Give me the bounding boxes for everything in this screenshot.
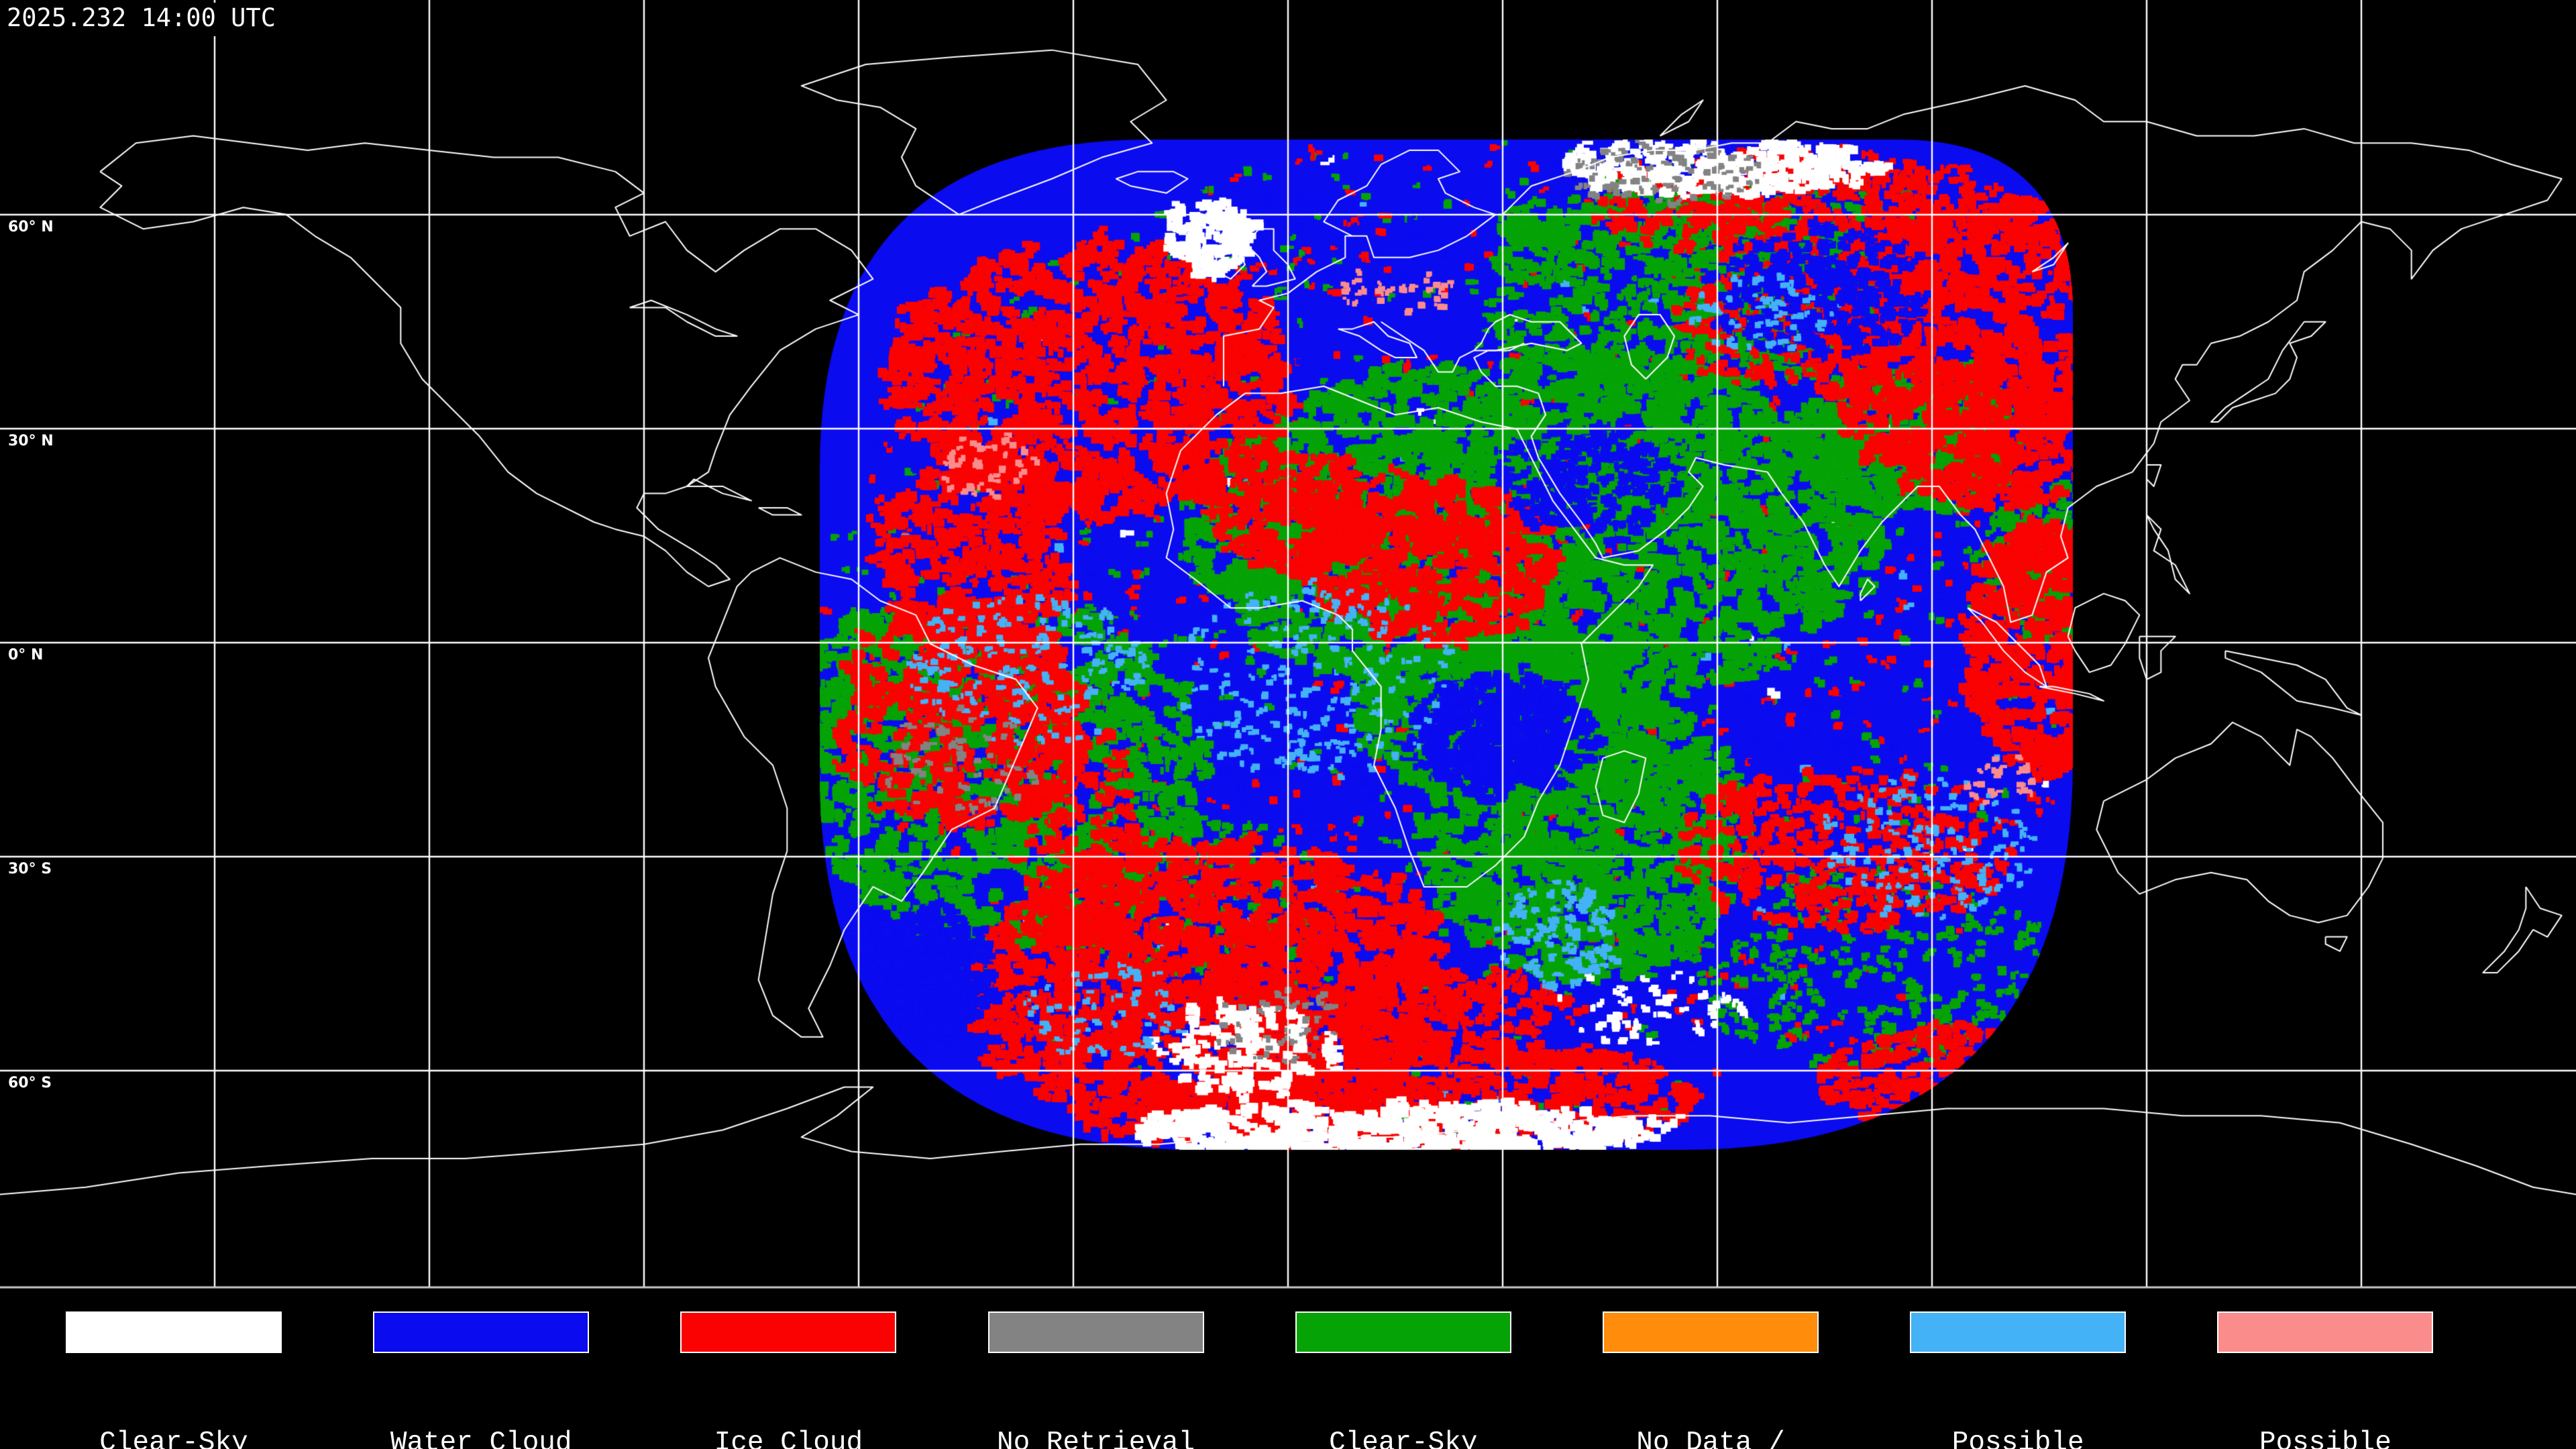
legend-label: No Retrieval <box>997 1362 1195 1449</box>
legend-label-line1: Water Cloud <box>390 1428 572 1449</box>
legend-item-clear-sky-snow-ice: Clear-Sky Snow/Ice <box>19 1311 329 1449</box>
legend-label: Water Cloud <box>390 1362 572 1449</box>
legend-swatch-clear-sky-snow-ice <box>66 1311 282 1353</box>
legend-item-possible-ice-cloud: Possible Ice Cloud <box>2170 1311 2480 1449</box>
lat-label-60n: 60° N <box>8 219 54 235</box>
legend-label: Ice Cloud <box>714 1362 863 1449</box>
legend-swatch-no-retrieval <box>987 1311 1204 1353</box>
legend-item-clear-sky-land-water: Clear-Sky Land/Water <box>1248 1311 1558 1449</box>
legend-label: Possible Ice Cloud <box>2251 1362 2400 1449</box>
legend-label: Possible Water Cloud <box>1927 1362 2109 1449</box>
legend-label-line1: Clear-Sky <box>99 1428 248 1449</box>
legend-label-line1: Ice Cloud <box>714 1428 863 1449</box>
legend-item-ice-cloud: Ice Cloud <box>633 1311 943 1449</box>
legend-item-possible-water-cloud: Possible Water Cloud <box>1863 1311 2173 1449</box>
legend-label: No Data / Bad Input <box>1636 1362 1784 1449</box>
lat-label-30s: 30° S <box>8 861 52 877</box>
legend-label-line1: Possible <box>1951 1428 2084 1449</box>
lat-label-60s: 60° S <box>8 1075 52 1091</box>
legend-label-line1: No Retrieval <box>996 1428 1195 1449</box>
legend-swatch-ice-cloud <box>680 1311 897 1353</box>
legend-label-line1: Possible <box>2259 1428 2392 1449</box>
cloud-phase-map-canvas <box>0 0 2576 1295</box>
legend-swatch-water-cloud <box>373 1311 590 1353</box>
legend-label-line1: Clear-Sky <box>1329 1428 1478 1449</box>
legend-label: Clear-Sky Land/Water <box>1321 1362 1486 1449</box>
legend-swatch-clear-sky-land-water <box>1295 1311 1511 1353</box>
legend-swatch-possible-water-cloud <box>1910 1311 2127 1353</box>
legend-label-line1: No Data / <box>1636 1428 1785 1449</box>
lat-label-30n: 30° N <box>8 433 54 449</box>
timestamp: 2025.232 14:00 UTC <box>5 3 290 36</box>
lat-label-0n: 0° N <box>8 647 44 663</box>
legend-swatch-possible-ice-cloud <box>2217 1311 2434 1353</box>
legend-label: Clear-Sky Snow/Ice <box>99 1362 248 1449</box>
legend-item-no-data-bad-input: No Data / Bad Input <box>1556 1311 1866 1449</box>
legend-swatch-no-data-bad-input <box>1603 1311 1819 1353</box>
legend-item-no-retrieval: No Retrieval <box>941 1311 1251 1449</box>
legend-item-water-cloud: Water Cloud <box>326 1311 636 1449</box>
